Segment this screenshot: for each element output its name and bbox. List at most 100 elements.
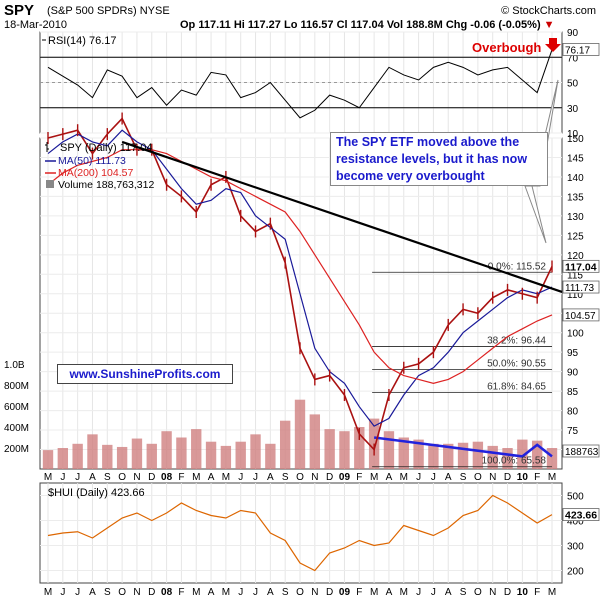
volume-y-tick: 800M <box>4 381 29 392</box>
fibonacci-label: 61.8%: 84.65 <box>487 381 546 392</box>
ma200-line <box>47 149 553 384</box>
rsi-line <box>47 49 553 119</box>
volume-value: Vol 188.8M <box>386 19 443 31</box>
hui-value-tag: 423.66 <box>565 510 597 522</box>
x-tick-label: M <box>222 587 230 598</box>
x-tick-label: M <box>192 587 200 598</box>
x-tick-label: S <box>460 587 467 598</box>
price-y-tick: 125 <box>567 231 584 242</box>
price-y-tick: 95 <box>567 348 579 359</box>
fibonacci-label: 38.2%: 96.44 <box>487 336 546 347</box>
x-tick-label: D <box>148 472 155 483</box>
x-tick-label: M <box>370 472 378 483</box>
x-tick-label: N <box>489 472 496 483</box>
x-tick-label: M <box>548 587 556 598</box>
x-tick-label: M <box>44 472 52 483</box>
change-value: Chg -0.06 (-0.05%) <box>445 19 541 31</box>
ma50-line <box>47 129 553 427</box>
ma50-value-tag-box <box>562 280 600 294</box>
symbol-title: SPY <box>4 2 35 19</box>
volume-bar <box>176 437 187 469</box>
volume-bar <box>457 442 469 469</box>
x-tick-label: N <box>489 587 496 598</box>
price-y-tick: 135 <box>567 192 584 203</box>
x-tick-label: O <box>474 472 482 483</box>
volume-value-tag: 188763 <box>565 447 599 458</box>
volume-trend-line <box>373 436 553 458</box>
x-tick-label: J <box>431 587 436 598</box>
price-y-tick: 80 <box>567 407 579 418</box>
hui-line <box>47 494 553 572</box>
x-tick-label: J <box>60 587 65 598</box>
rsi-value-tag-box <box>562 43 600 56</box>
x-tick-label: N <box>133 587 140 598</box>
volume-y-tick: 600M <box>4 402 29 413</box>
chart-date: 18-Mar-2010 <box>4 19 67 31</box>
x-tick-label: M <box>400 472 408 483</box>
symbol-description: (S&P 500 SPDRs) NYSE <box>47 5 170 17</box>
rsi-legend: RSI(14) 76.17 <box>48 35 116 47</box>
volume-bar <box>250 434 261 469</box>
x-tick-label: A <box>386 472 393 483</box>
price-y-tick: 145 <box>567 153 584 164</box>
volume-bar <box>235 441 246 469</box>
volume-bar <box>443 443 454 469</box>
volume-bar <box>265 443 276 469</box>
rsi-y-tick: 10 <box>567 129 579 140</box>
x-tick-label: 10 <box>517 587 529 598</box>
volume-bar <box>502 448 513 469</box>
volume-bar <box>324 429 335 469</box>
x-tick-label: N <box>311 587 318 598</box>
x-tick-label: J <box>416 587 421 598</box>
volume-y-tick: 1.0B <box>4 360 25 371</box>
volume-bar <box>220 445 232 469</box>
price-value-tag-box <box>562 259 600 273</box>
x-tick-label: D <box>504 472 511 483</box>
copyright-link[interactable]: © StockCharts.com <box>501 5 596 17</box>
rsi-value-tag: 76.17 <box>565 45 590 56</box>
website-link[interactable]: www.SunshineProfits.com <box>57 364 233 384</box>
hui-y-tick: 300 <box>567 542 584 553</box>
price-y-tick: 75 <box>567 426 579 437</box>
ma200-value-tag-box <box>562 308 600 322</box>
x-tick-label: F <box>356 472 362 483</box>
x-tick-label: M <box>44 587 52 598</box>
price-y-tick: 100 <box>567 329 584 340</box>
volume-bar <box>146 443 157 469</box>
spy-legend-bar-icon <box>45 142 49 152</box>
x-tick-label: D <box>504 587 511 598</box>
x-tick-label: A <box>89 587 96 598</box>
volume-bar <box>517 439 528 469</box>
price-legend-title: SPY (Daily) 117.04 <box>60 142 153 154</box>
volume-y-tick: 400M <box>4 423 29 434</box>
rsi-y-tick: 70 <box>567 53 579 64</box>
low-value: Lo 116.57 <box>283 19 334 31</box>
x-tick-label: 09 <box>339 472 351 483</box>
x-tick-label: O <box>474 587 482 598</box>
series-lines <box>47 112 563 456</box>
x-tick-label: O <box>296 587 304 598</box>
legends: RSI(14) 76.17 SPY (Daily) 117.04 MA(50) … <box>42 35 154 499</box>
volume-bar <box>72 443 83 469</box>
price-y-tick: 130 <box>567 212 584 223</box>
x-tick-label: 08 <box>161 587 173 598</box>
x-tick-label: D <box>148 587 155 598</box>
x-tick-label: 08 <box>161 472 173 483</box>
volume-bar <box>472 441 484 469</box>
price-legend-volume: Volume 188,763,312 <box>58 179 154 191</box>
x-tick-label: J <box>238 587 243 598</box>
x-tick-label: M <box>222 472 230 483</box>
annotation-note: The SPY ETF moved above the resistance l… <box>330 132 548 186</box>
x-tick-label: J <box>60 472 65 483</box>
hui-series <box>47 494 553 572</box>
x-tick-label: F <box>356 587 362 598</box>
price-y-tick: 85 <box>567 387 579 398</box>
overbought-arrow-icon <box>545 38 561 52</box>
x-tick-label: F <box>534 587 540 598</box>
x-tick-label: J <box>416 472 421 483</box>
rsi-y-tick: 30 <box>567 104 579 115</box>
x-tick-label: S <box>104 587 111 598</box>
hui-y-tick: 500 <box>567 492 584 503</box>
x-tick-label: N <box>311 472 318 483</box>
close-value: Cl 117.04 <box>336 19 384 31</box>
